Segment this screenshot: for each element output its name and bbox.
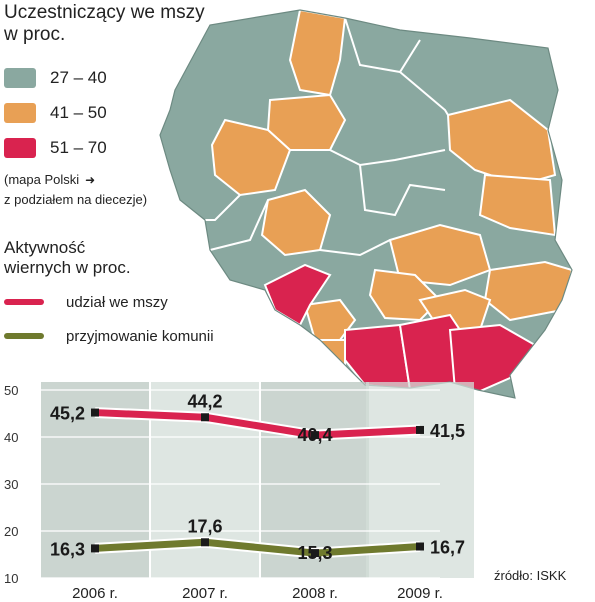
data-label: 15,3 bbox=[297, 543, 332, 563]
activity-title: Aktywność wiernych w proc. bbox=[4, 238, 131, 278]
map-legend-swatch-high bbox=[4, 138, 36, 158]
map-legend-label-low: 27 – 40 bbox=[50, 68, 107, 87]
series-legend-mass: udział we mszy bbox=[4, 292, 168, 312]
series-legend-communion: przyjmowanie komunii bbox=[4, 326, 214, 346]
data-label: 44,2 bbox=[187, 391, 222, 411]
map-legend-item-high: 51 – 70 bbox=[4, 136, 107, 160]
arrow-right-icon: ➜ bbox=[85, 173, 96, 187]
series-line bbox=[94, 538, 421, 557]
map-legend-label-mid: 41 – 50 bbox=[50, 103, 107, 122]
activity-title-line2: wiernych w proc. bbox=[4, 258, 131, 277]
map-legend-item-low: 27 – 40 bbox=[4, 66, 107, 90]
map-legend-title: Uczestniczący we mszy w proc. bbox=[4, 2, 205, 46]
map-note-line1: (mapa Polski bbox=[4, 172, 80, 187]
data-point bbox=[91, 408, 99, 417]
y-tick-label: 40 bbox=[4, 430, 18, 445]
data-label: 16,3 bbox=[50, 539, 85, 559]
map-legend-swatch-low bbox=[4, 68, 36, 88]
data-point bbox=[91, 544, 99, 553]
map-legend-label-high: 51 – 70 bbox=[50, 138, 107, 157]
data-point bbox=[416, 542, 424, 551]
y-tick-label: 20 bbox=[4, 524, 18, 539]
map-legend-title-line1: Uczestniczący we mszy bbox=[4, 2, 205, 23]
map-legend-swatch-mid bbox=[4, 103, 36, 123]
activity-title-line1: Aktywność bbox=[4, 238, 86, 257]
map-legend-title-line2: w proc. bbox=[4, 24, 66, 45]
data-point bbox=[311, 431, 319, 440]
data-label: 45,2 bbox=[50, 404, 85, 424]
data-point bbox=[416, 425, 424, 434]
y-tick-label: 30 bbox=[4, 477, 18, 492]
x-tick-label: 2007 r. bbox=[182, 585, 228, 602]
data-label: 41,5 bbox=[430, 421, 465, 441]
data-point bbox=[311, 549, 319, 558]
data-label: 17,6 bbox=[187, 516, 222, 536]
series-swatch-communion bbox=[4, 333, 44, 339]
x-tick-label: 2006 r. bbox=[72, 585, 118, 602]
data-label: 40,4 bbox=[297, 425, 332, 445]
y-tick-label: 10 bbox=[4, 571, 18, 586]
data-label: 16,7 bbox=[430, 538, 465, 558]
y-tick-label: 50 bbox=[4, 383, 18, 398]
x-tick-label: 2009 r. bbox=[397, 585, 443, 602]
series-swatch-mass bbox=[4, 299, 44, 305]
source-note: źródło: ISKK bbox=[494, 568, 567, 583]
map-legend-item-mid: 41 – 50 bbox=[4, 101, 107, 125]
series-label-mass: udział we mszy bbox=[66, 293, 168, 311]
series-label-communion: przyjmowanie komunii bbox=[66, 327, 214, 345]
map-note: (mapa Polski ➜ z podziałem na diecezje) bbox=[4, 170, 147, 210]
data-point bbox=[201, 413, 209, 422]
data-point bbox=[201, 538, 209, 547]
series-line bbox=[94, 409, 421, 439]
map-note-line2: z podziałem na diecezje) bbox=[4, 192, 148, 207]
x-tick-label: 2008 r. bbox=[292, 585, 338, 602]
